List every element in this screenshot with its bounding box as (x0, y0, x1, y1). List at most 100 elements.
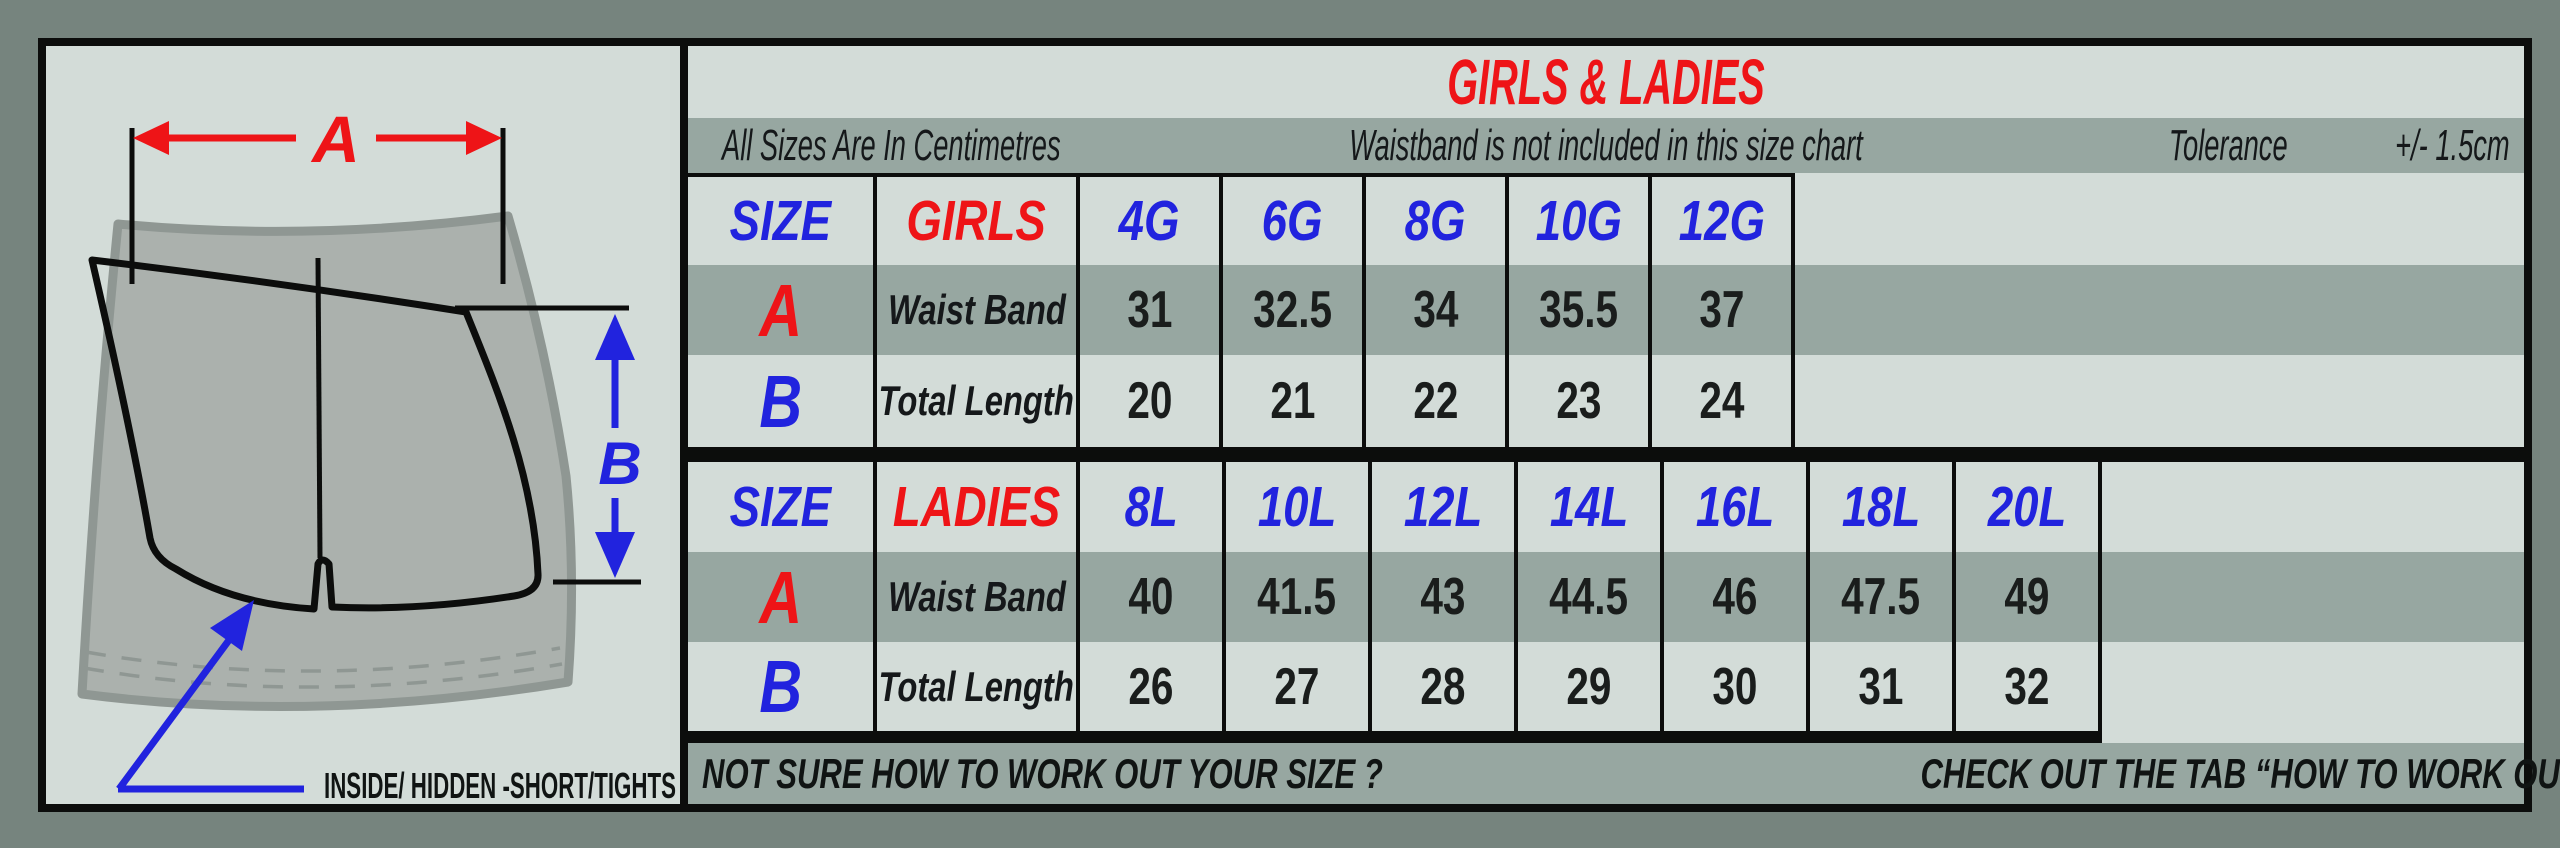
measure-b-label: B (598, 430, 641, 497)
ladies-row-a-key: A (688, 552, 877, 642)
girls-size-6g: 6G (1262, 189, 1323, 253)
footer-instruction: CHECK OUT THE TAB “HOW TO WORK OUT YOUR … (1920, 749, 2560, 797)
b-arrowhead-bottom-icon (595, 532, 635, 578)
waistband-note: Waistband is not included in this size c… (1349, 120, 1863, 170)
girls-size-12g: 12G (1678, 189, 1765, 253)
girls-table-top-border (688, 173, 1795, 177)
ladies-size-14l: 14L (1549, 475, 1629, 539)
girls-size-header-cell: SIZE (688, 177, 877, 265)
ladies-length-value: 28 (1372, 642, 1518, 731)
girls-size-table: SIZE GIRLS 4G 6G 8G 10G 12G A Waist Band… (688, 177, 1795, 447)
garment-diagram: A B INSIDE/ HIDDEN -SHORT/TIGHTS (46, 46, 680, 806)
subtitle-row: All Sizes Are In Centimetres Waistband i… (688, 118, 2524, 173)
ladies-size-col: 16L (1664, 462, 1810, 552)
girls-size-8g: 8G (1405, 189, 1466, 253)
hem-stitch-line (83, 662, 563, 689)
ladies-waist-value: 44.5 (1518, 552, 1664, 642)
ladies-size-col: 10L (1226, 462, 1372, 552)
girls-waist-value: 37 (1652, 265, 1795, 355)
girls-size-col: 10G (1509, 177, 1652, 265)
ladies-waist-band-row-band (688, 552, 2524, 642)
girls-row-b-label: Total Length (877, 355, 1080, 447)
ladies-waist-value: 47.5 (1810, 552, 1956, 642)
ladies-size-20l: 20L (1987, 475, 2067, 539)
ladies-row-b-key: B (688, 642, 877, 731)
ladies-length-value: 31 (1810, 642, 1956, 731)
ladies-size-table: SIZE LADIES 8L 10L 12L 14L 16L 18L 20L A… (688, 462, 2102, 731)
girls-size-col: 8G (1366, 177, 1509, 265)
title-row: GIRLS & LADIES (688, 46, 2524, 118)
ladies-group-header-cell: LADIES (877, 462, 1080, 552)
girls-length-value: 24 (1652, 355, 1795, 447)
girls-row-a-key: A (688, 265, 877, 355)
ladies-size-col: 12L (1372, 462, 1518, 552)
ladies-size-header-cell: SIZE (688, 462, 877, 552)
ladies-waist-value: 43 (1372, 552, 1518, 642)
girls-waist-value: 31 (1080, 265, 1223, 355)
girls-row-b-key: B (688, 355, 877, 447)
girls-length-value: 22 (1366, 355, 1509, 447)
ladies-size-col: 14L (1518, 462, 1664, 552)
ladies-waist-value: 49 (1956, 552, 2102, 642)
girls-waist-band-row-band (688, 265, 2524, 355)
girls-size-4g: 4G (1119, 189, 1180, 253)
ladies-waist-value: 40 (1080, 552, 1226, 642)
girls-size-col: 4G (1080, 177, 1223, 265)
girls-size-10g: 10G (1535, 189, 1622, 253)
hem-stitch-line (85, 646, 561, 673)
page-title: GIRLS & LADIES (1447, 46, 1765, 118)
ladies-waist-value: 41.5 (1226, 552, 1372, 642)
ladies-table-bottom-border (688, 731, 2102, 743)
ladies-row-a-label: Waist Band (877, 552, 1080, 642)
ladies-size-header: SIZE (729, 475, 832, 539)
girls-length-value: 21 (1223, 355, 1366, 447)
ladies-length-value: 32 (1956, 642, 2102, 731)
subtitle-band (688, 118, 2524, 173)
ladies-size-col: 18L (1810, 462, 1956, 552)
ladies-size-col: 8L (1080, 462, 1226, 552)
ladies-size-12l: 12L (1403, 475, 1483, 539)
measure-a-label: A (310, 102, 360, 176)
ladies-size-col: 20L (1956, 462, 2102, 552)
tolerance-value: +/- 1.5cm (2395, 120, 2510, 170)
a-arrowhead-left-icon (133, 121, 169, 155)
hidden-shorts-caption: INSIDE/ HIDDEN -SHORT/TIGHTS (324, 765, 676, 804)
callout-arrowhead-icon (210, 600, 254, 651)
ladies-size-16l: 16L (1695, 475, 1775, 539)
girls-size-header: SIZE (729, 189, 832, 253)
footer-question: NOT SURE HOW TO WORK OUT YOUR SIZE ? (702, 749, 1383, 797)
ladies-length-value: 26 (1080, 642, 1226, 731)
girls-size-col: 6G (1223, 177, 1366, 265)
ladies-size-18l: 18L (1841, 475, 1921, 539)
panel-vertical-divider (680, 46, 688, 804)
girls-length-value: 20 (1080, 355, 1223, 447)
tolerance-label: Tolerance (2168, 120, 2288, 170)
ladies-waist-value: 46 (1664, 552, 1810, 642)
units-note: All Sizes Are In Centimetres (722, 120, 1061, 170)
ladies-size-10l: 10L (1257, 475, 1337, 539)
ladies-row-b-label: Total Length (877, 642, 1080, 731)
callout-line (116, 633, 235, 792)
tables-divider (688, 447, 2524, 462)
girls-group-header-cell: GIRLS (877, 177, 1080, 265)
ladies-length-value: 27 (1226, 642, 1372, 731)
girls-group-header: GIRLS (906, 189, 1047, 253)
girls-waist-value: 32.5 (1223, 265, 1366, 355)
girls-size-col: 12G (1652, 177, 1795, 265)
center-seam-line (315, 257, 323, 559)
girls-row-a-label: Waist Band (877, 265, 1080, 355)
ladies-group-header: LADIES (892, 475, 1061, 539)
size-table-area: GIRLS & LADIES All Sizes Are In Centimet… (688, 46, 2560, 804)
ladies-length-value: 29 (1518, 642, 1664, 731)
ladies-length-value: 30 (1664, 642, 1810, 731)
size-chart-panel: A B INSIDE/ HIDDEN -SHORT/TIGHTS (38, 38, 2560, 812)
a-arrowhead-right-icon (466, 121, 502, 155)
girls-length-value: 23 (1509, 355, 1652, 447)
girls-waist-value: 35.5 (1509, 265, 1652, 355)
girls-waist-value: 34 (1366, 265, 1509, 355)
skort-measurement-illustration: A B INSIDE/ HIDDEN -SHORT/TIGHTS (77, 102, 676, 806)
b-arrowhead-top-icon (595, 314, 635, 360)
footer-row: NOT SURE HOW TO WORK OUT YOUR SIZE ? CHE… (688, 743, 2560, 804)
footer-band (688, 743, 2524, 804)
